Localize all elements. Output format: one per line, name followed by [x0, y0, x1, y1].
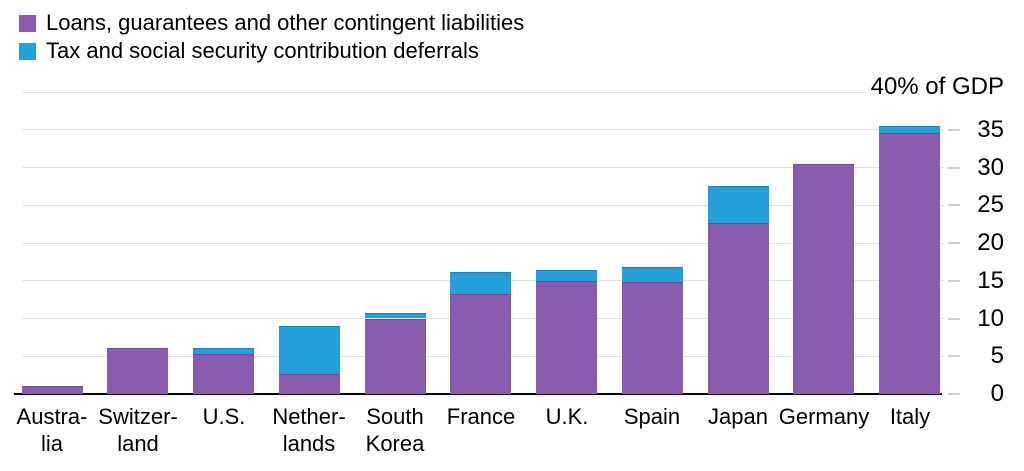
tick-mark	[948, 242, 960, 244]
bar-segment-deferrals	[365, 313, 426, 319]
loans-swatch	[19, 14, 36, 32]
legend-item-deferrals: Tax and social security contribution def…	[19, 37, 524, 65]
bar-segment-loans	[22, 385, 83, 394]
bar-segment-deferrals	[536, 270, 597, 281]
bar-segment-deferrals	[708, 186, 769, 223]
bar-segment-loans	[622, 282, 683, 394]
y-tick-label: 15	[977, 266, 1004, 294]
y-tick-label: 10	[977, 304, 1004, 332]
y-tick-label: 20	[977, 229, 1004, 256]
y-axis-title: 40% of GDP	[870, 73, 1004, 100]
bar-segment-deferrals	[879, 125, 940, 133]
y-tick-label: 5	[990, 342, 1004, 370]
gridline	[22, 167, 944, 168]
x-axis-label: Spain	[623, 404, 681, 429]
tick-mark	[948, 279, 960, 282]
bar-segment-loans	[365, 318, 426, 394]
bar-segment-loans	[708, 222, 769, 394]
bar-segment-loans	[879, 132, 940, 394]
gridline	[22, 129, 944, 131]
bar-segment-loans	[279, 373, 340, 394]
legend: Loans, guarantees and other contingent l…	[19, 9, 524, 65]
tick-mark	[948, 317, 960, 320]
gridline	[22, 91, 866, 93]
bar-segment-loans	[107, 347, 168, 394]
gridline	[22, 204, 944, 206]
x-axis-label: Nether- lands	[272, 404, 346, 456]
gridline	[22, 242, 944, 244]
tick-mark	[948, 355, 960, 358]
x-axis-label: Austra- lia	[16, 404, 88, 456]
x-axis-label: U.S.	[202, 404, 246, 429]
x-axis-line	[14, 393, 942, 395]
y-tick-label: 0	[990, 380, 1004, 407]
x-axis-label: U.K.	[545, 404, 589, 429]
tick-mark	[948, 166, 960, 169]
x-axis-label: Italy	[889, 404, 931, 429]
x-axis-label: South Korea	[365, 404, 425, 456]
y-tick-label: 35	[977, 115, 1004, 143]
bar-segment-loans	[450, 294, 511, 394]
x-axis-label: France	[446, 404, 516, 429]
y-tick-label: 30	[977, 153, 1004, 181]
bar-segment-deferrals	[450, 272, 511, 295]
bar-segment-loans	[536, 280, 597, 394]
legend-item-loans: Loans, guarantees and other contingent l…	[19, 9, 524, 37]
bar-segment-loans	[193, 353, 254, 394]
tick-mark	[948, 128, 960, 131]
bar-segment-deferrals	[622, 267, 683, 283]
legend-label-loans: Loans, guarantees and other contingent l…	[46, 10, 525, 35]
bar-segment-deferrals	[193, 347, 254, 354]
x-axis-label: Switzer- land	[98, 404, 178, 456]
tick-mark	[948, 204, 960, 207]
legend-label-deferrals: Tax and social security contribution def…	[46, 38, 479, 63]
x-axis-label: Germany	[778, 404, 870, 429]
x-axis-label: Japan	[708, 404, 768, 429]
y-tick-label: 25	[977, 191, 1004, 219]
deferrals-swatch	[19, 42, 36, 60]
bar-segment-loans	[793, 163, 854, 394]
tick-mark	[948, 393, 960, 395]
bar-segment-deferrals	[279, 326, 340, 374]
